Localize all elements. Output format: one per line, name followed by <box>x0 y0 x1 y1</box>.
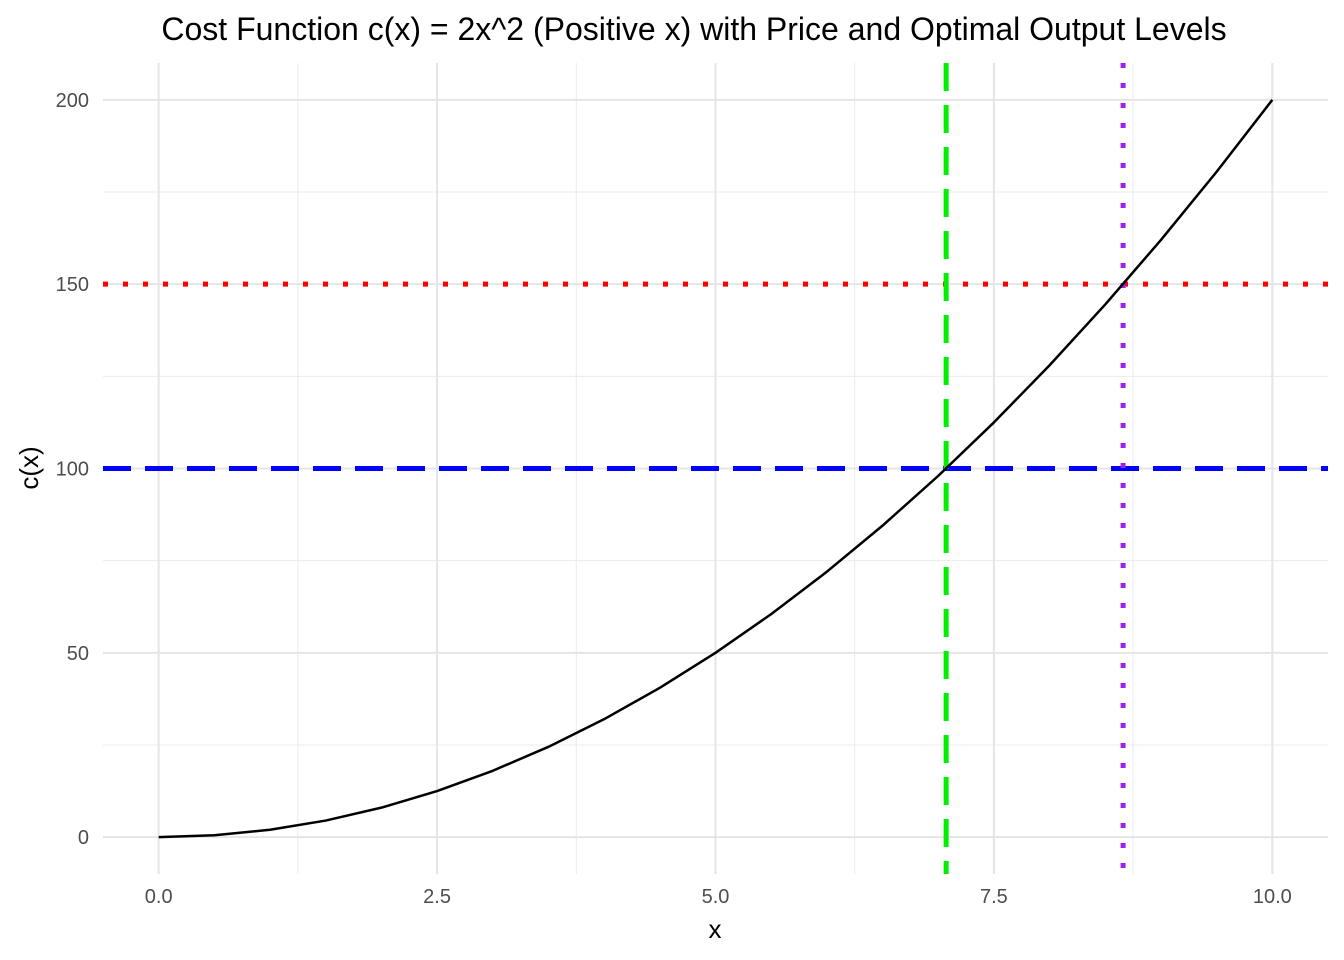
x-tick-label: 10.0 <box>1253 886 1292 908</box>
x-tick-label: 0.0 <box>145 886 173 908</box>
series-line-0 <box>158 99 1274 839</box>
x-axis-ticks: 0.0 2.5 5.0 7.5 10.0 <box>145 886 1292 908</box>
y-tick-label: 0 <box>78 827 89 849</box>
x-tick-label: 2.5 <box>423 886 451 908</box>
y-tick-label: 50 <box>67 643 89 665</box>
series-layer <box>158 99 1274 839</box>
grid <box>103 63 1328 874</box>
y-axis-ticks: 0 50 100 150 200 <box>56 90 89 849</box>
y-axis-title: c(x) <box>14 446 44 489</box>
x-tick-label: 5.0 <box>702 886 730 908</box>
y-tick-label: 100 <box>56 459 89 481</box>
chart-title: Cost Function c(x) = 2x^2 (Positive x) w… <box>161 11 1226 47</box>
x-axis-title: x <box>709 914 722 944</box>
x-tick-label: 7.5 <box>980 886 1008 908</box>
y-tick-label: 150 <box>56 274 89 296</box>
y-tick-label: 200 <box>56 90 89 112</box>
